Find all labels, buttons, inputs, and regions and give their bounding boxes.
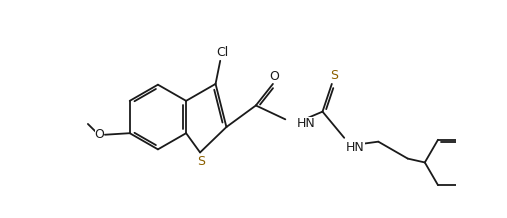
Text: O: O [95, 128, 104, 141]
Text: S: S [330, 69, 338, 82]
Text: HN: HN [346, 141, 365, 153]
Text: O: O [270, 70, 279, 83]
Text: Cl: Cl [216, 46, 229, 59]
Text: HN: HN [297, 117, 316, 130]
Text: S: S [198, 155, 206, 168]
